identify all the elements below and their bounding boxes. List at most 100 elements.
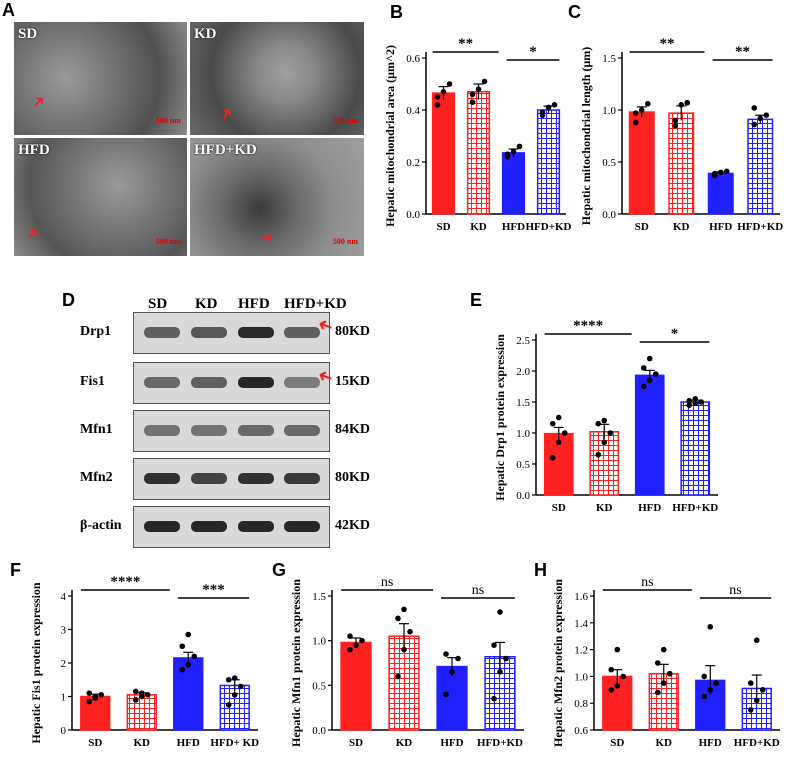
data-point	[475, 86, 482, 92]
bar	[747, 118, 774, 215]
x-tick-label: KD	[396, 737, 413, 749]
data-point	[237, 683, 244, 690]
x-tick-label: KD	[470, 221, 487, 233]
bar	[126, 694, 157, 731]
blot-band	[284, 425, 320, 436]
blot-band	[191, 327, 227, 338]
data-point	[191, 653, 198, 660]
em-image-hfd-kd: HFD+KD ➜ 500 nm	[190, 138, 364, 256]
blot-row-mfn2	[133, 458, 330, 500]
panel-label-e: E	[470, 290, 483, 310]
significance-label: ns	[472, 583, 484, 598]
bar	[340, 641, 372, 731]
y-tick-label: 0.5	[602, 157, 616, 169]
blot-band	[144, 425, 180, 436]
data-point	[144, 692, 151, 698]
data-point	[434, 102, 441, 108]
data-point	[555, 439, 562, 446]
data-point	[510, 148, 517, 155]
data-point	[555, 414, 562, 421]
data-point	[469, 99, 476, 105]
data-point	[551, 102, 558, 108]
data-point	[179, 643, 186, 650]
significance-label: **	[458, 36, 473, 52]
blot-kd-label: 80KD	[335, 324, 370, 339]
bar	[543, 432, 574, 496]
blot-row-fis1	[133, 362, 330, 404]
y-tick-label: 0.6	[574, 725, 588, 737]
bar	[436, 665, 468, 731]
data-point	[225, 676, 232, 683]
x-tick-label: HFD+KD	[734, 737, 780, 749]
significance-label: *	[529, 44, 537, 60]
lane-label-hfd-kd: HFD+KD	[284, 296, 347, 312]
significance-label: ns	[729, 583, 741, 598]
y-tick-label: 0.0	[406, 209, 420, 221]
y-axis-label: Hepatic Mfn2 protein expression	[551, 579, 565, 747]
significance-label: **	[660, 36, 675, 52]
bar	[707, 172, 734, 215]
data-point	[608, 687, 615, 693]
blot-band	[191, 425, 227, 436]
data-point	[86, 698, 93, 705]
x-tick-label: SD	[349, 737, 363, 749]
blot-protein-label: Mfn2	[80, 470, 113, 485]
x-tick-label: KD	[673, 221, 690, 233]
x-tick-label: SD	[552, 502, 566, 514]
x-tick-label: HFD+KD	[526, 221, 572, 233]
data-point	[449, 669, 455, 675]
blot-band	[144, 473, 180, 484]
scale-bar: 500 nm	[332, 116, 358, 125]
blot-band	[238, 425, 274, 436]
y-tick-label: 0.0	[312, 725, 326, 737]
data-point	[469, 91, 476, 98]
data-point	[717, 169, 724, 176]
data-point	[692, 396, 699, 402]
data-point	[443, 651, 449, 657]
x-tick-label: KD	[596, 502, 613, 514]
y-tick-label: 1.2	[574, 645, 588, 657]
data-point	[347, 633, 353, 639]
data-point	[640, 383, 647, 390]
data-point	[401, 606, 407, 613]
chart-drp1: 0.0 0.5 1.0 1.5 2.0 2.5 Hepatic Drp1 protein e…	[493, 318, 718, 514]
blot-band	[144, 521, 180, 532]
data-point	[660, 646, 667, 653]
blot-band	[144, 377, 180, 388]
data-point	[608, 666, 615, 673]
scale-bar: 500 nm	[155, 116, 181, 125]
data-point	[638, 107, 645, 113]
data-point	[753, 697, 760, 704]
x-tick-label: KD	[134, 737, 151, 749]
data-point	[751, 105, 758, 111]
data-point	[614, 682, 621, 689]
y-tick-label: 1.6	[574, 591, 588, 603]
blot-kd-label: 84KD	[335, 422, 370, 437]
data-point	[672, 117, 679, 124]
blot-kd-label: 80KD	[335, 470, 370, 485]
bar	[628, 111, 655, 215]
blot-row-drp1	[133, 312, 330, 354]
data-point	[516, 143, 523, 150]
y-tick-label: 1.4	[574, 618, 588, 630]
y-tick-label: 1.5	[516, 397, 530, 409]
bar	[668, 112, 695, 215]
scale-bar: 500 nm	[332, 237, 358, 246]
em-label: HFD+KD	[194, 142, 257, 158]
panel-label-a: A	[2, 0, 15, 20]
y-tick-label: 1.0	[574, 671, 588, 683]
panel-label-d: D	[62, 290, 75, 310]
blot-kd-label: 15KD	[335, 374, 370, 389]
red-arrow-icon: ➜	[260, 230, 274, 247]
y-tick-label: 0.4	[406, 105, 420, 117]
red-arrow-icon: ➜	[216, 104, 238, 125]
blot-row-actin	[133, 506, 330, 548]
blot-band	[238, 473, 274, 484]
y-tick-label: 2.5	[516, 335, 530, 347]
em-image-hfd: HFD ➜ 500 nm	[14, 138, 187, 256]
data-point	[763, 112, 770, 118]
y-tick-label: 0	[61, 725, 67, 737]
significance-label: *	[671, 326, 679, 342]
y-tick-label: 4	[61, 591, 67, 603]
significance-label: ns	[641, 575, 653, 590]
